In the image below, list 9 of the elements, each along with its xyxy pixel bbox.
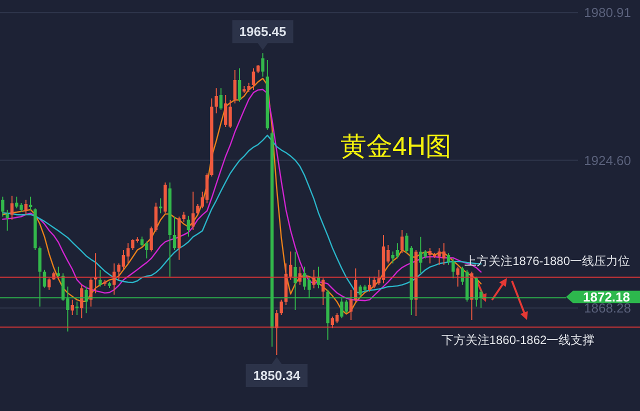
annotation: 1850.34 [246, 357, 308, 388]
annotation: 1850.34 [253, 368, 301, 384]
title: 黄金4H图 [340, 131, 452, 161]
y-tick-label: 1924.60 [584, 152, 631, 168]
annotation: 1965.45 [239, 24, 286, 40]
annotation: 1965.45 [232, 20, 294, 50]
price-badge: 1872.18 [566, 289, 640, 304]
ref-label: 下方关注1860-1862一线支撑 [441, 333, 595, 348]
y-tick-label: 1980.91 [584, 5, 631, 20]
